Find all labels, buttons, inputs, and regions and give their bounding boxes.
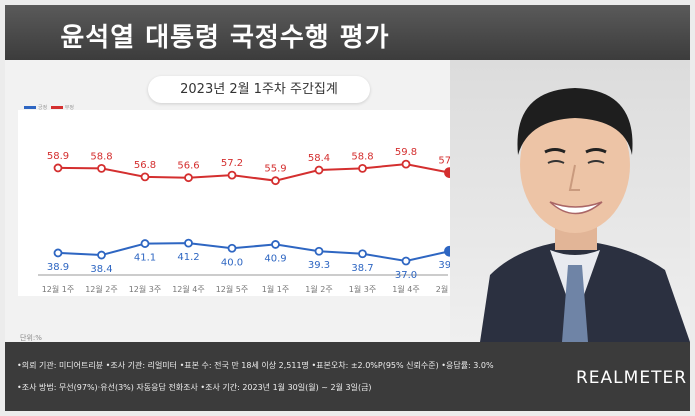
disapprove-point — [53, 163, 63, 173]
approve-point — [227, 243, 237, 253]
approve-point — [358, 249, 367, 259]
disapprove-data-label: 58.4 — [308, 153, 330, 164]
disapprove-point — [401, 159, 411, 169]
disapprove-point — [184, 173, 193, 183]
x-tick-label: 12월 1주 — [42, 284, 75, 294]
realmeter-logo: REALMETER — [576, 368, 687, 388]
x-tick-label: 1월 2주 — [305, 284, 332, 294]
approve-data-label: 41.1 — [134, 253, 156, 264]
survey-info-footer: •의뢰 기관: 미디어트리뷴 •조사 기관: 리얼미터 •표본 수: 전국 만 … — [5, 342, 690, 411]
disapprove-data-label: 58.9 — [47, 151, 69, 162]
survey-info-line-1: •의뢰 기관: 미디어트리뷴 •조사 기관: 리얼미터 •표본 수: 전국 만 … — [17, 361, 494, 370]
x-tick-label: 12월 3주 — [129, 284, 162, 294]
chart-legend: 긍정 부정 — [24, 104, 74, 111]
disapprove-data-label: 57.2 — [221, 158, 243, 169]
disapprove-point — [358, 163, 367, 173]
portrait-illustration — [450, 60, 690, 342]
disapprove-data-label: 58.8 — [90, 151, 112, 162]
approve-data-label: 38.7 — [351, 263, 373, 274]
disapprove-series-line — [57, 163, 450, 182]
approve-data-label: 40.0 — [221, 257, 243, 268]
chart-subtitle: 2023년 2월 1주차 주간집계 — [148, 76, 370, 103]
approve-data-label: 39.3 — [438, 260, 458, 271]
x-tick-label: 1월 3주 — [349, 284, 376, 294]
approve-point — [401, 256, 411, 266]
approve-data-label: 41.2 — [177, 252, 199, 263]
line-chart: 58.9 58.8 56.8 56.6 57.2 55.9 58.4 58.8 59.8 57.8… — [38, 147, 458, 294]
approve-point — [314, 246, 324, 256]
disapprove-data-label: 56.8 — [134, 160, 156, 171]
approve-data-label: 38.9 — [47, 262, 69, 273]
approve-point — [184, 238, 193, 248]
disapprove-data-label: 59.8 — [395, 147, 417, 158]
disapprove-data-label: 57.8 — [438, 156, 458, 167]
approve-series-line — [57, 242, 450, 263]
disapprove-point — [314, 165, 324, 175]
approve-legend-swatch — [24, 106, 36, 109]
disapprove-legend-label: 부정 — [64, 105, 74, 111]
approve-data-label: 39.3 — [308, 260, 330, 271]
disapprove-point — [140, 172, 150, 182]
approve-data-label: 38.4 — [90, 264, 112, 275]
disapprove-legend-swatch — [50, 106, 63, 109]
x-tick-label: 12월 5주 — [216, 284, 249, 294]
approve-legend-label: 긍정 — [38, 105, 48, 111]
x-tick-label: 12월 2주 — [85, 284, 118, 294]
approve-point — [53, 248, 63, 258]
approve-data-label: 40.9 — [264, 253, 286, 264]
disapprove-data-label: 58.8 — [351, 151, 373, 162]
unit-label: 단위:% — [20, 334, 42, 342]
survey-info-line-2: •조사 방법: 무선(97%)·유선(3%) 자동응답 전화조사 •조사 기간:… — [17, 383, 372, 392]
approve-point — [271, 240, 280, 249]
approve-data-label: 37.0 — [395, 270, 417, 281]
x-tick-label: 1월 1주 — [262, 284, 289, 294]
disapprove-point — [271, 176, 280, 186]
disapprove-point — [227, 170, 237, 180]
x-tick-label: 1월 4주 — [392, 284, 419, 294]
disapprove-point — [97, 163, 106, 173]
page-title: 윤석열 대통령 국정수행 평가 — [60, 23, 390, 53]
approve-point — [97, 250, 106, 260]
president-portrait — [450, 60, 690, 342]
disapprove-data-label: 55.9 — [264, 164, 286, 175]
x-tick-label: 12월 4주 — [172, 284, 205, 294]
disapprove-data-label: 56.6 — [177, 161, 199, 172]
x-tick-label: 2월 1주 — [436, 284, 458, 294]
chart-plot-area: 58.9 58.8 56.8 56.6 57.2 55.9 58.4 58.8 59.8 57.8… — [18, 110, 458, 296]
approve-point — [140, 239, 150, 248]
header-bar: 윤석열 대통령 국정수행 평가 — [5, 5, 690, 60]
